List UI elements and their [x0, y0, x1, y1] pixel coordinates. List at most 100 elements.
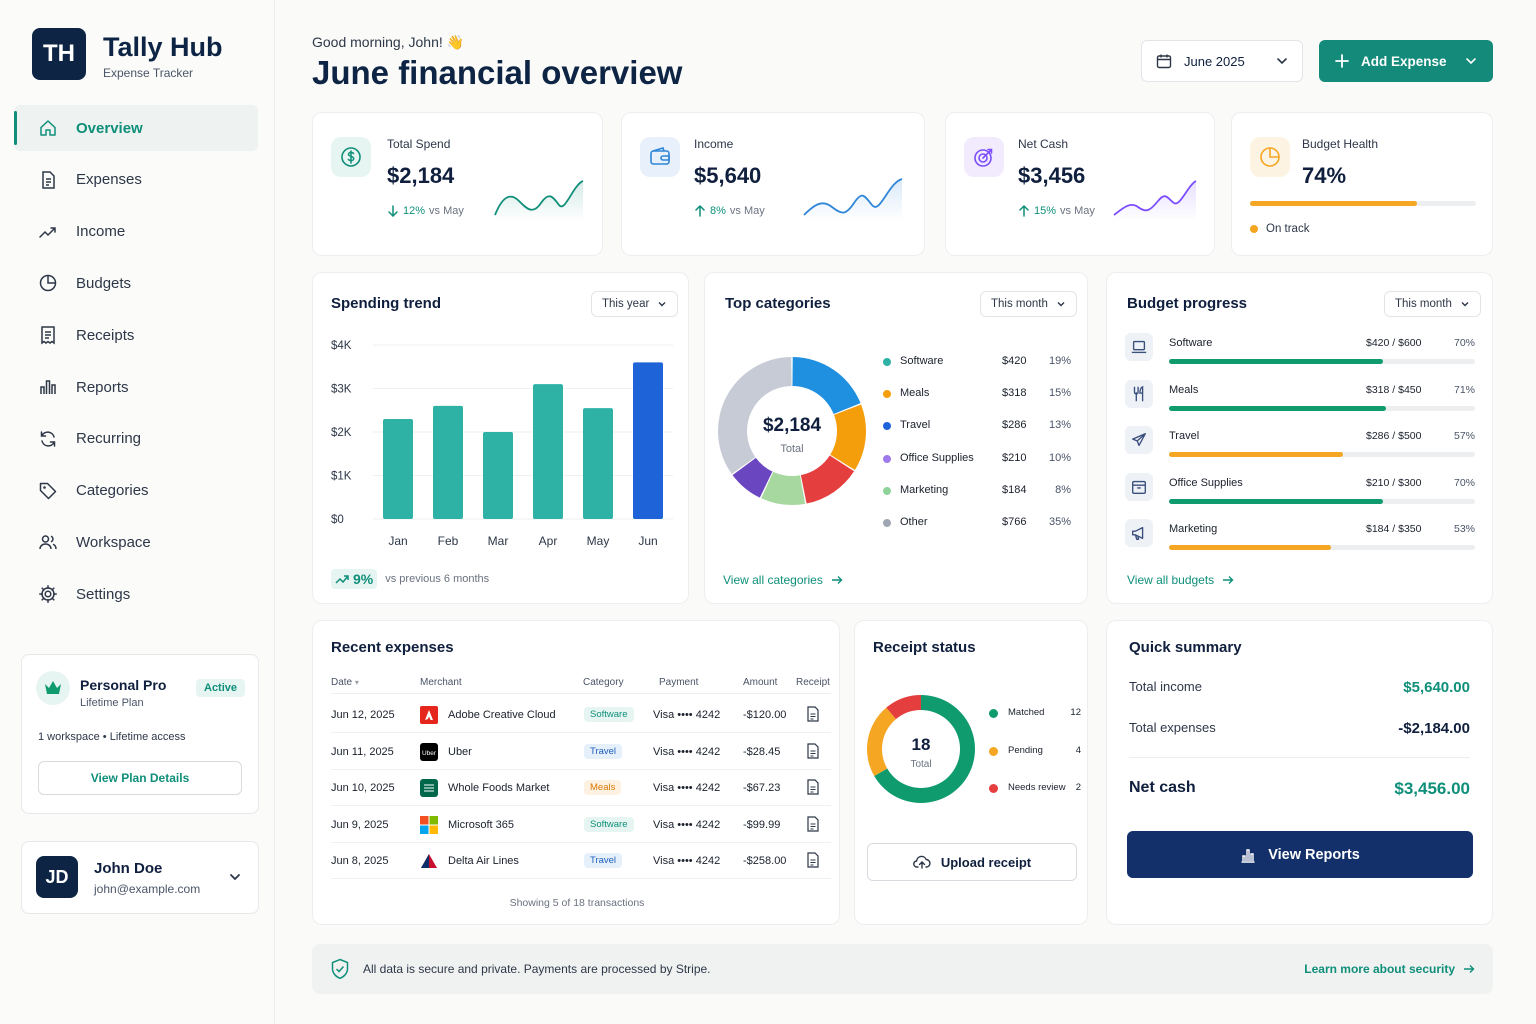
x-tick-label: May: [587, 534, 610, 548]
bar-feb[interactable]: [433, 405, 463, 519]
table-row[interactable]: Jun 9, 2025 Microsoft 365 Software Visa …: [331, 807, 831, 843]
period-dropdown[interactable]: This month: [980, 291, 1077, 317]
arrow-up-icon: [1019, 205, 1029, 217]
legend-dot: [883, 519, 891, 527]
bar-jan[interactable]: [383, 418, 413, 519]
sidebar-item-categories[interactable]: Categories: [14, 468, 258, 514]
x-tick-label: Feb: [438, 534, 459, 548]
legend-percent: 15%: [1048, 387, 1071, 400]
sidebar-item-settings[interactable]: Settings: [14, 571, 258, 617]
budget-icon-wrap: [1125, 426, 1153, 454]
spending-bar-chart: $4K $3K $2K $1K $0 Jan Feb Mar Apr May Jun: [331, 340, 673, 548]
logo: TH: [32, 28, 86, 80]
slice-needs-review[interactable]: [886, 695, 921, 720]
legend-percent: 35%: [1048, 516, 1071, 528]
sidebar-item-workspace[interactable]: Workspace: [14, 519, 258, 565]
expense-payment: Visa •••• 4242: [653, 855, 721, 867]
view-plan-details-button[interactable]: View Plan Details: [38, 761, 242, 795]
sidebar-item-overview[interactable]: Overview: [14, 105, 258, 151]
slice-software[interactable]: [792, 357, 861, 415]
learn-more-security-link[interactable]: Learn more about security: [1304, 962, 1475, 976]
avatar: JD: [36, 856, 78, 898]
categories-donut-chart: [718, 357, 866, 505]
table-row[interactable]: Jun 11, 2025 Uber Uber Travel Visa •••• …: [331, 734, 831, 770]
svg-text:Uber: Uber: [422, 750, 437, 757]
period-dropdown-label: This year: [602, 298, 650, 310]
add-expense-button[interactable]: Add Expense: [1319, 40, 1493, 82]
arrow-right-icon: [1223, 576, 1234, 584]
expense-payment: Visa •••• 4242: [653, 709, 721, 721]
chevron-down-icon[interactable]: [228, 870, 242, 884]
budget-name: Software: [1169, 337, 1213, 349]
view-all-budgets-link[interactable]: View all budgets: [1127, 573, 1234, 587]
sidebar-item-expenses[interactable]: Expenses: [14, 157, 258, 203]
receipt-file-icon[interactable]: [806, 852, 820, 868]
receipt-file-icon[interactable]: [806, 742, 820, 759]
column-header-merchant: Merchant: [420, 677, 462, 688]
column-header-category: Category: [583, 677, 624, 688]
slice-pending[interactable]: [867, 707, 896, 776]
bar-jun[interactable]: [633, 362, 663, 519]
bar-may[interactable]: [583, 408, 613, 519]
shield-check-icon: [331, 958, 349, 980]
chevron-down-icon[interactable]: [1465, 55, 1477, 67]
budget-health-status: On track: [1250, 223, 1309, 235]
home-icon: [40, 120, 56, 136]
arrow-right-icon: [831, 576, 843, 584]
category-badge: Travel: [584, 853, 623, 868]
expense-merchant: Adobe Creative Cloud: [448, 709, 556, 721]
sidebar-item-income[interactable]: Income: [14, 209, 258, 255]
user-card[interactable]: JD John Doe john@example.com: [21, 841, 259, 914]
receipt-file-icon[interactable]: [806, 815, 820, 832]
spending-delta: 9% vs previous 6 months: [331, 569, 489, 589]
category-badge: Software: [584, 707, 634, 722]
kpi-delta-period: vs May: [429, 205, 464, 217]
slice-travel[interactable]: [800, 455, 855, 504]
sidebar-item-budgets[interactable]: Budgets: [14, 260, 258, 306]
period-dropdown[interactable]: This month: [1384, 291, 1481, 317]
receipt-file-icon[interactable]: [806, 706, 820, 722]
table-row[interactable]: Jun 12, 2025 Adobe Creative Cloud Softwa…: [331, 697, 831, 733]
budget-item[interactable]: Travel $286 / $500 57%: [1125, 424, 1477, 464]
legend-label: Software: [900, 355, 944, 367]
column-header-receipt: Receipt: [796, 677, 830, 688]
table-row[interactable]: Jun 8, 2025 Delta Air Lines Travel Visa …: [331, 843, 831, 879]
column-header-payment: Payment: [659, 677, 699, 688]
period-dropdown[interactable]: This year: [591, 291, 679, 317]
budget-icon-wrap: [1125, 519, 1153, 547]
budget-item[interactable]: Marketing $184 / $350 53%: [1125, 517, 1477, 557]
upload-receipt-button[interactable]: Upload receipt: [867, 843, 1077, 881]
sidebar-item-reports[interactable]: Reports: [14, 364, 258, 410]
receipt-file-icon[interactable]: [806, 779, 820, 795]
budget-item[interactable]: Meals $318 / $450 71%: [1125, 378, 1477, 418]
budget-health-label: Budget Health: [1302, 137, 1379, 151]
slice-other[interactable]: [718, 357, 792, 474]
donut-center-value: $2,184: [762, 415, 822, 436]
month-picker[interactable]: June 2025: [1141, 40, 1303, 82]
category-badge: Travel: [584, 743, 623, 759]
trend-up-icon: [39, 226, 56, 238]
delta-chip: 9%: [331, 569, 378, 589]
column-header-date[interactable]: Date ▾: [331, 677, 359, 688]
slice-marketing[interactable]: [732, 457, 773, 498]
budget-item[interactable]: Office Supplies $210 / $300 70%: [1125, 471, 1477, 511]
view-all-categories-link[interactable]: View all categories: [723, 573, 843, 587]
slice-meals[interactable]: [830, 404, 866, 471]
sidebar-item-receipts[interactable]: Receipts: [14, 312, 258, 358]
budget-item[interactable]: Software $420 / $600 70%: [1125, 331, 1477, 371]
table-divider: [331, 693, 831, 694]
slice-matched[interactable]: [874, 695, 975, 803]
plan-description: 1 workspace • Lifetime access: [38, 731, 186, 743]
table-row[interactable]: Jun 10, 2025 Whole Foods Market Meals Vi…: [331, 770, 831, 806]
budget-fill: [1169, 545, 1332, 550]
target-icon: [964, 137, 1004, 177]
budget-amount: $420 / $600: [1366, 337, 1422, 349]
slice-office-supplies[interactable]: [761, 471, 806, 505]
sidebar-item-recurring[interactable]: Recurring: [14, 416, 258, 462]
receipt-total-value: 18: [911, 735, 931, 754]
month-picker-label: June 2025: [1184, 53, 1245, 69]
y-tick-label: $1K: [331, 471, 352, 483]
bar-mar[interactable]: [483, 432, 513, 519]
bar-apr[interactable]: [533, 384, 563, 519]
view-reports-button[interactable]: View Reports: [1127, 831, 1473, 878]
